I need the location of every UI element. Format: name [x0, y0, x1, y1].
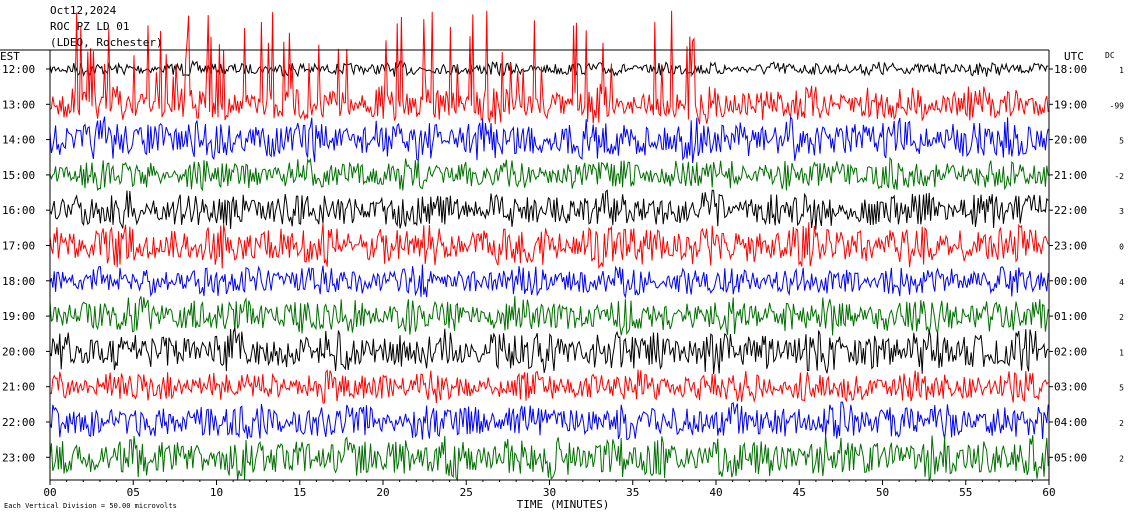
header-network: (LDEO, Rochester) [50, 36, 163, 49]
utc-label: 21:00 [1054, 169, 1087, 182]
trace-row-1500 [49, 156, 1049, 192]
utc-label: 05:00 [1054, 451, 1087, 464]
est-label: 13:00 [2, 98, 35, 111]
dc-value: -2 [1114, 172, 1124, 181]
dc-value: 1 [1119, 66, 1124, 75]
trace-row-1300 [49, 10, 1049, 125]
plot-frame [0, 49, 1053, 485]
utc-label: 18:00 [1054, 63, 1087, 76]
est-hour-labels: 12:00 13:00 14:00 15:00 16:00 17:00 18:00 19:00… [2, 63, 35, 464]
x-tick-label: 40 [709, 486, 722, 499]
est-label: 23:00 [2, 451, 35, 464]
x-tick-label: 50 [876, 486, 889, 499]
utc-label: 04:00 [1054, 416, 1087, 429]
utc-label: 19:00 [1054, 98, 1087, 111]
utc-label: 03:00 [1054, 381, 1087, 394]
x-tick-label: 25 [460, 486, 473, 499]
x-tick-label: 10 [210, 486, 223, 499]
dc-value: 4 [1119, 278, 1124, 287]
dc-value: 3 [1119, 207, 1124, 216]
trace-row-2000 [49, 327, 1049, 375]
trace-layer [49, 10, 1049, 482]
utc-label: 22:00 [1054, 204, 1087, 217]
trace-row-1400 [49, 115, 1049, 163]
trace-row-1800 [49, 264, 1049, 299]
est-label: 22:00 [2, 416, 35, 429]
est-label: 17:00 [2, 240, 35, 253]
x-axis-label: TIME (MINUTES) [517, 498, 610, 511]
trace-row-2200 [49, 401, 1049, 440]
utc-label: 20:00 [1054, 134, 1087, 147]
trace-row-1900 [49, 296, 1049, 336]
dc-value: -99 [1110, 101, 1125, 110]
dc-value: 0 [1119, 243, 1124, 252]
header-station: ROC PZ LD 01 [50, 20, 129, 33]
right-axis-label: UTC [1064, 50, 1084, 63]
dc-value: 5 [1119, 384, 1124, 393]
footer-note: Each Vertical Division = 50.00 microvolt… [4, 502, 177, 510]
est-label: 20:00 [2, 345, 35, 358]
trace-row-2100 [49, 369, 1049, 404]
x-tick-label: 05 [127, 486, 140, 499]
dc-value: 2 [1119, 313, 1124, 322]
x-tick-label: 15 [293, 486, 306, 499]
trace-row-2300 [49, 434, 1049, 482]
utc-label: 23:00 [1054, 240, 1087, 253]
x-tick-label: 30 [543, 486, 556, 499]
est-label: 15:00 [2, 169, 35, 182]
est-label: 16:00 [2, 204, 35, 217]
utc-label: 01:00 [1054, 310, 1087, 323]
x-tick-label: 35 [626, 486, 639, 499]
x-tick-label: 55 [959, 486, 972, 499]
utc-hour-labels: 18:00 19:00 20:00 21:00 22:00 23:00 00:00 01:00… [1054, 63, 1087, 464]
dc-label: DC [1105, 51, 1115, 60]
est-label: 21:00 [2, 381, 35, 394]
dc-value: 2 [1119, 454, 1124, 463]
x-tick-label: 45 [793, 486, 806, 499]
dc-value: 1 [1119, 348, 1124, 357]
est-label: 14:00 [2, 134, 35, 147]
trace-row-1600 [49, 189, 1049, 230]
x-tick-label: 20 [376, 486, 389, 499]
trace-row-1200 [49, 60, 1049, 78]
x-tick-label: 00 [43, 486, 56, 499]
utc-label: 02:00 [1054, 345, 1087, 358]
dc-value: 5 [1119, 137, 1124, 146]
dc-value: 2 [1119, 419, 1124, 428]
x-tick-label: 60 [1042, 486, 1055, 499]
left-axis-label: EST [0, 50, 20, 63]
x-tick-labels: 00 05 10 15 20 25 30 35 40 45 50 55 60 [43, 486, 1055, 499]
header-date: Oct12,2024 [50, 4, 117, 17]
est-label: 12:00 [2, 63, 35, 76]
est-label: 18:00 [2, 275, 35, 288]
trace-row-1700 [49, 222, 1049, 269]
utc-label: 00:00 [1054, 275, 1087, 288]
dc-values: 1 -99 5 -2 3 0 4 2 1 5 2 2 [1110, 66, 1125, 463]
est-label: 19:00 [2, 310, 35, 323]
